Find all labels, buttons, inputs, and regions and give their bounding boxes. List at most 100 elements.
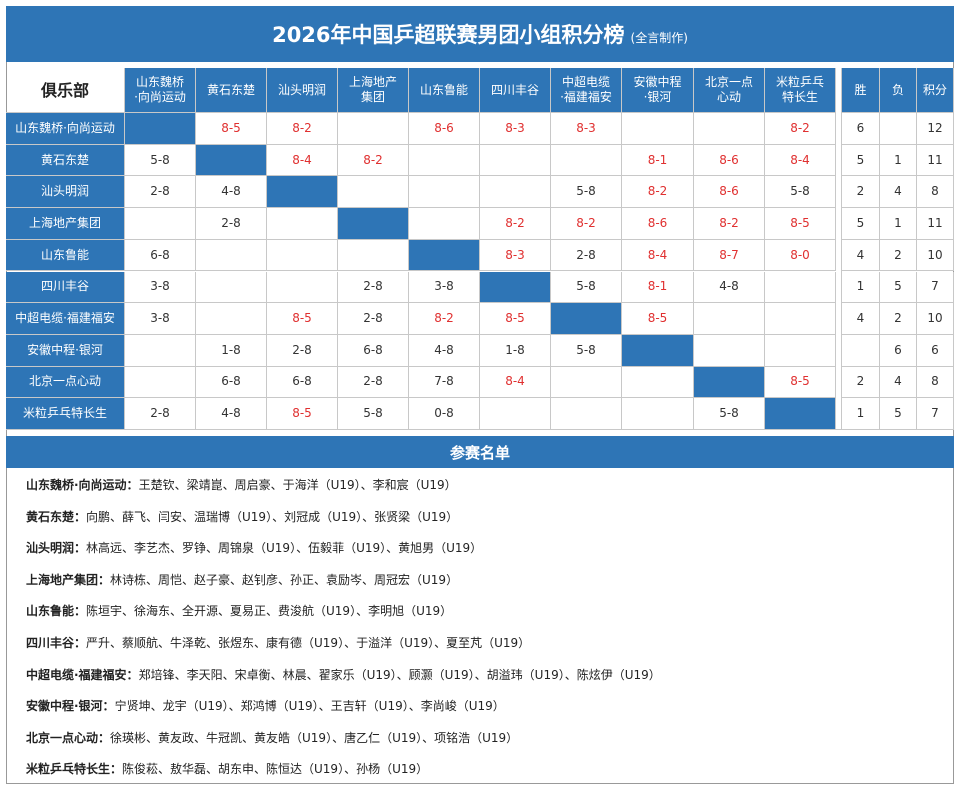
result-cell: 2-8 bbox=[196, 208, 267, 240]
roster-team: 山东鲁能： bbox=[26, 604, 87, 619]
column-header: 中超电缆 ·福建福安 bbox=[551, 68, 622, 113]
column-header: 米粒乒乓 特长生 bbox=[765, 68, 836, 113]
score: 8-2 bbox=[434, 311, 454, 326]
result-cell bbox=[551, 366, 622, 399]
roster-team: 黄石东楚： bbox=[26, 509, 87, 524]
score: 5-8 bbox=[576, 342, 596, 357]
roster-team: 安徽中程·银河： bbox=[26, 699, 115, 714]
result-cell: 3-8 bbox=[125, 303, 196, 335]
result-cell: 6-8 bbox=[338, 334, 409, 367]
roster-players: 郑培锋、李天阳、宋卓衡、林晨、翟家乐（U19）、顾灏（U19）、胡溢玮（U19）… bbox=[138, 667, 661, 682]
result-cell: 8-6 bbox=[694, 144, 765, 177]
column-header-line: 汕头明润 bbox=[277, 82, 326, 97]
stat-header-text: 胜 bbox=[854, 82, 867, 97]
stat-cell: 1 bbox=[842, 398, 880, 430]
stat-cell: 1 bbox=[880, 144, 917, 177]
diagonal-cell bbox=[765, 398, 836, 430]
column-header: 汕头明润 bbox=[267, 68, 338, 113]
stat-cell bbox=[880, 113, 917, 145]
stat-cell: 2 bbox=[880, 239, 917, 272]
result-cell: 8-2 bbox=[765, 113, 836, 145]
losses: 2 bbox=[894, 247, 902, 262]
score: 4-8 bbox=[719, 279, 739, 294]
losses: 4 bbox=[894, 184, 902, 199]
result-cell bbox=[338, 113, 409, 145]
column-header-line: 四川丰谷 bbox=[490, 82, 539, 97]
roster-entry: 米粒乒乓特长生：陈俊菘、敖华磊、胡东申、陈恒达（U19）、孙杨（U19） bbox=[26, 760, 428, 777]
roster-entry: 山东魏桥·向尚运动：王楚钦、梁靖崑、周启豪、于海洋（U19）、李和宸（U19） bbox=[26, 476, 457, 493]
stat-cell: 8 bbox=[917, 176, 954, 209]
column-header: 山东魏桥 ·向尚运动 bbox=[125, 68, 196, 113]
result-cell: 5-8 bbox=[551, 271, 622, 304]
column-header-line: 山东魏桥 bbox=[135, 75, 184, 89]
roster-title-text: 参赛名单 bbox=[449, 443, 510, 462]
result-cell bbox=[622, 398, 694, 430]
club-name: 黄石东楚 bbox=[6, 144, 125, 177]
column-header-line: 心动 bbox=[716, 90, 741, 104]
score: 4-8 bbox=[221, 184, 241, 199]
roster-entry: 中超电缆·福建福安：郑培锋、李天阳、宋卓衡、林晨、翟家乐（U19）、顾灏（U19… bbox=[26, 666, 661, 683]
score: 8-6 bbox=[647, 215, 668, 230]
wins: 5 bbox=[856, 215, 865, 230]
losses: 5 bbox=[894, 279, 902, 294]
score: 5-8 bbox=[363, 406, 383, 421]
result-cell bbox=[480, 398, 551, 430]
result-cell bbox=[338, 239, 409, 272]
score: 6-8 bbox=[292, 374, 312, 389]
club-name: 四川丰谷 bbox=[6, 271, 125, 304]
stat-cell: 8 bbox=[917, 366, 954, 399]
points: 11 bbox=[927, 215, 943, 230]
stat-header: 积分 bbox=[917, 68, 954, 113]
club-name-text: 米粒乒乓特长生 bbox=[22, 406, 107, 421]
losses: 6 bbox=[894, 342, 902, 357]
result-cell: 8-3 bbox=[480, 239, 551, 272]
score: 8-2 bbox=[576, 215, 596, 230]
club-name: 中超电缆·福建福安 bbox=[6, 303, 125, 335]
result-cell: 8-2 bbox=[551, 208, 622, 240]
wins: 4 bbox=[856, 311, 865, 326]
result-cell: 8-5 bbox=[196, 113, 267, 145]
stat-cell: 5 bbox=[880, 398, 917, 430]
column-header-line: 山东鲁能 bbox=[419, 82, 468, 97]
result-cell bbox=[694, 303, 765, 335]
points: 11 bbox=[927, 152, 943, 167]
stat-cell: 7 bbox=[917, 271, 954, 304]
score: 5-8 bbox=[150, 152, 170, 167]
result-cell: 6-8 bbox=[267, 366, 338, 399]
points: 7 bbox=[931, 406, 939, 421]
stat-cell: 2 bbox=[842, 176, 880, 209]
score: 8-4 bbox=[647, 247, 668, 262]
stat-cell: 1 bbox=[842, 271, 880, 304]
column-header: 北京一点 心动 bbox=[694, 68, 765, 113]
score: 5-8 bbox=[790, 184, 810, 199]
wins: 6 bbox=[856, 120, 865, 135]
losses: 2 bbox=[894, 311, 902, 326]
result-cell bbox=[338, 176, 409, 209]
diagonal-cell bbox=[622, 334, 694, 367]
score: 0-8 bbox=[434, 406, 454, 421]
result-cell: 8-2 bbox=[694, 208, 765, 240]
result-cell bbox=[409, 208, 480, 240]
stat-header: 胜 bbox=[842, 68, 880, 113]
column-header-line: ·向尚运动 bbox=[134, 90, 186, 104]
column-header-line: 集团 bbox=[360, 90, 385, 104]
result-cell: 5-8 bbox=[551, 334, 622, 367]
wins: 1 bbox=[856, 406, 865, 421]
result-cell bbox=[196, 239, 267, 272]
result-cell: 8-6 bbox=[409, 113, 480, 145]
score: 8-4 bbox=[790, 152, 810, 167]
club-name-text: 中超电缆·福建福安 bbox=[15, 311, 115, 326]
club-name: 米粒乒乓特长生 bbox=[6, 398, 125, 430]
result-cell: 8-5 bbox=[622, 303, 694, 335]
result-cell: 5-8 bbox=[765, 176, 836, 209]
club-name: 北京一点心动 bbox=[6, 366, 125, 399]
club-header-text: 俱乐部 bbox=[40, 80, 89, 100]
score: 3-8 bbox=[150, 279, 170, 294]
score: 8-7 bbox=[719, 247, 739, 262]
result-cell: 8-2 bbox=[622, 176, 694, 209]
result-cell bbox=[480, 176, 551, 209]
result-cell bbox=[765, 303, 836, 335]
stat-cell: 5 bbox=[842, 208, 880, 240]
result-cell: 4-8 bbox=[409, 334, 480, 367]
result-cell: 6-8 bbox=[196, 366, 267, 399]
